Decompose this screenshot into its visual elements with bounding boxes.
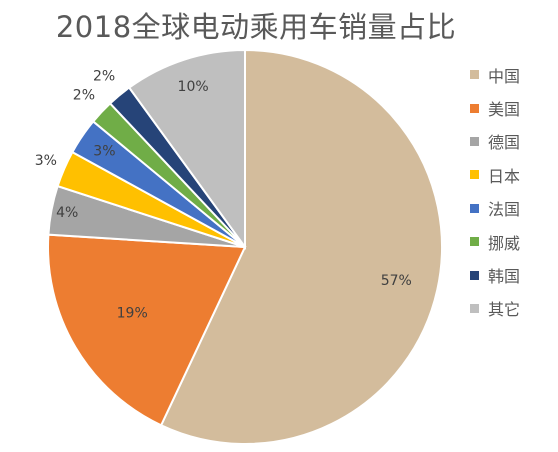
legend-item: 韩国 bbox=[470, 258, 520, 291]
legend-swatch bbox=[470, 136, 479, 146]
data-label: 3% bbox=[35, 153, 57, 169]
legend-item: 法国 bbox=[470, 192, 520, 225]
legend-label: 美国 bbox=[488, 100, 521, 120]
legend-item: 日本 bbox=[470, 158, 520, 191]
legend-item: 美国 bbox=[470, 91, 520, 124]
data-label: 19% bbox=[117, 306, 148, 322]
chart-legend: 中国美国德国日本法国挪威韩国其它 bbox=[470, 58, 520, 325]
legend-item: 中国 bbox=[470, 58, 520, 91]
legend-item: 其它 bbox=[470, 292, 520, 325]
legend-label: 中国 bbox=[488, 66, 521, 86]
legend-label: 法国 bbox=[488, 200, 521, 220]
data-label: 2% bbox=[73, 88, 95, 104]
legend-label: 其它 bbox=[488, 300, 521, 320]
legend-swatch bbox=[470, 70, 479, 80]
data-label: 2% bbox=[93, 69, 115, 85]
pie-slice bbox=[47, 233, 247, 427]
legend-swatch bbox=[470, 303, 479, 313]
legend-swatch bbox=[470, 103, 479, 113]
legend-swatch bbox=[470, 237, 479, 247]
legend-swatch bbox=[470, 203, 479, 213]
pie-slice bbox=[159, 48, 443, 445]
legend-label: 挪威 bbox=[488, 233, 521, 253]
chart-title: 2018全球电动乘用车销量占比 bbox=[55, 10, 457, 44]
legend-swatch bbox=[470, 170, 479, 180]
legend-label: 德国 bbox=[488, 133, 521, 153]
data-label: 3% bbox=[93, 143, 115, 159]
legend-label: 日本 bbox=[488, 166, 521, 186]
data-label: 57% bbox=[381, 273, 412, 289]
legend-item: 德国 bbox=[470, 125, 520, 158]
data-label: 10% bbox=[178, 79, 209, 95]
data-label: 4% bbox=[56, 205, 78, 221]
pie-slice bbox=[127, 48, 246, 251]
legend-label: 韩国 bbox=[488, 267, 521, 287]
legend-item: 挪威 bbox=[470, 225, 520, 258]
legend-swatch bbox=[470, 270, 479, 280]
